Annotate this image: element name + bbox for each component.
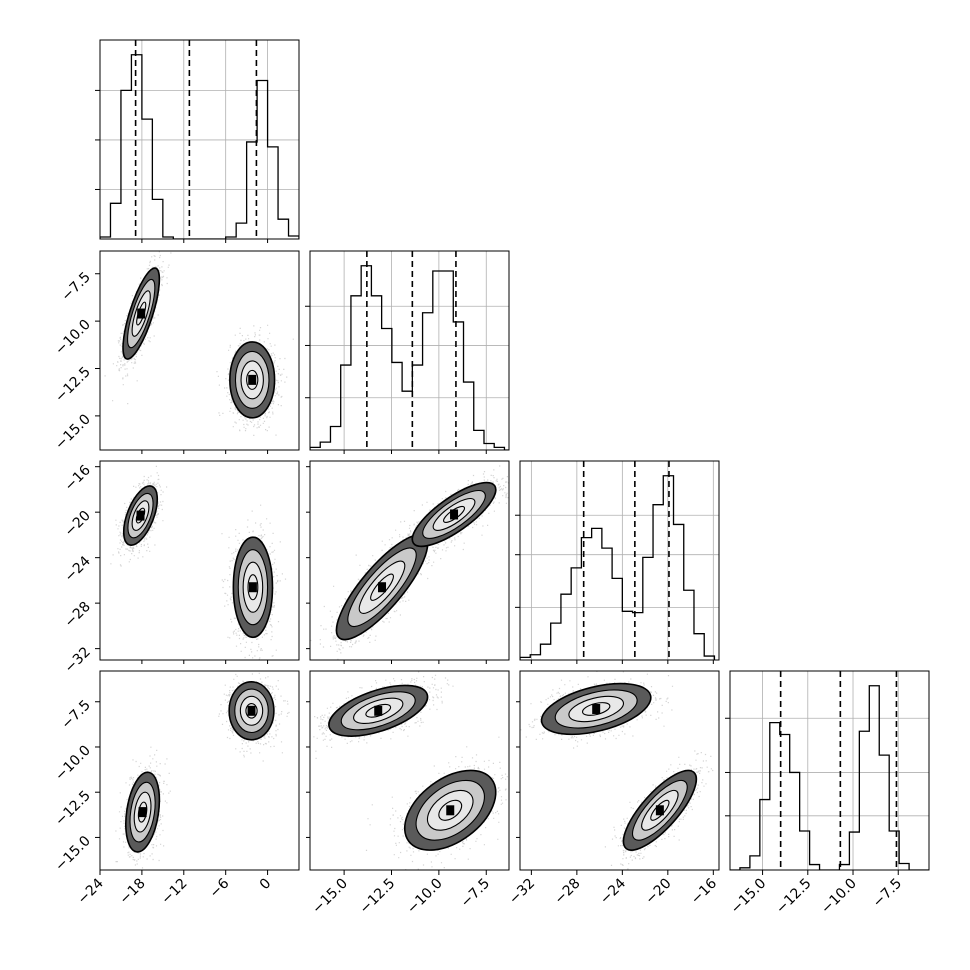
scatter-content <box>115 671 290 869</box>
y-tick-label: −15.0 <box>52 411 94 453</box>
histogram-step-line <box>520 475 716 660</box>
histogram-panel-3 <box>725 671 929 870</box>
histogram-frame <box>309 250 510 451</box>
histogram-frame <box>99 39 300 240</box>
x-tick-label: −7.5 <box>458 876 493 911</box>
scatter-frame <box>99 460 300 661</box>
scatter-panel-1-3 <box>313 671 508 870</box>
scatter-content <box>110 465 287 660</box>
histogram-frame <box>729 670 930 871</box>
histogram-panel-0 <box>95 40 299 239</box>
density-peak <box>446 805 455 816</box>
y-tick-label: −10.0 <box>52 317 94 359</box>
x-tick-label: −10.0 <box>818 876 860 918</box>
density-peak <box>655 805 664 816</box>
y-tick-label: −15.0 <box>52 833 94 875</box>
density-peak <box>247 705 256 716</box>
x-tick-label: −20 <box>642 876 674 908</box>
x-tick-label: −7.5 <box>870 876 905 911</box>
histogram-panel-2 <box>515 461 719 660</box>
x-tick-label: −12 <box>158 876 190 908</box>
x-tick-label: −18 <box>117 876 149 908</box>
x-tick-label: −12.5 <box>773 876 815 918</box>
scatter-content <box>104 251 294 436</box>
y-tick-label: −10.0 <box>52 742 94 784</box>
scatter-frame <box>99 670 300 871</box>
scatter-panel-0-3 <box>115 671 290 869</box>
y-tick-label: −28 <box>62 599 94 631</box>
histogram-step-line <box>310 265 509 450</box>
y-tick-label: −32 <box>62 644 94 676</box>
scatter-frame <box>309 460 510 661</box>
density-peak <box>248 374 257 385</box>
y-tick-label: −7.5 <box>58 269 93 304</box>
density-peak <box>136 510 145 521</box>
density-peak <box>592 703 601 714</box>
x-tick-label: −15.0 <box>728 876 770 918</box>
y-tick-label: −16 <box>62 462 94 494</box>
scatter-panel-0-1 <box>104 251 294 436</box>
scatter-frame <box>99 250 300 451</box>
scatter-frame <box>519 670 720 871</box>
density-peak <box>248 582 257 593</box>
histogram-step-line <box>100 54 299 239</box>
y-tick-label: −24 <box>62 553 94 585</box>
scatter-panel-2-3 <box>520 671 714 870</box>
density-peak <box>450 509 459 520</box>
density-peak <box>137 308 146 319</box>
y-tick-label: −12.5 <box>52 364 94 406</box>
x-tick-label: −28 <box>551 876 583 908</box>
density-peak <box>374 705 383 716</box>
scatter-content <box>313 671 508 870</box>
x-tick-label: −15.0 <box>309 876 351 918</box>
scatter-frame <box>309 670 510 871</box>
scatter-content <box>520 671 714 870</box>
y-tick-label: −12.5 <box>52 788 94 830</box>
histogram-frame <box>519 460 720 661</box>
x-tick-label: −24 <box>75 875 107 907</box>
scatter-panel-0-2 <box>110 465 287 660</box>
x-tick-label: −24 <box>597 875 629 907</box>
x-tick-label: −12.5 <box>357 876 399 918</box>
x-tick-label: −16 <box>688 875 720 907</box>
scatter-content <box>310 465 509 660</box>
density-peak <box>378 582 387 593</box>
x-tick-label: −32 <box>506 876 538 908</box>
y-tick-label: −20 <box>62 508 94 540</box>
scatter-panel-1-2 <box>310 465 509 660</box>
x-tick-label: −6 <box>207 875 233 901</box>
histogram-step-line <box>730 685 929 870</box>
y-tick-label: −7.5 <box>58 697 93 732</box>
x-tick-label: 0 <box>257 876 275 894</box>
histogram-panel-1 <box>305 251 509 450</box>
x-tick-label: −10.0 <box>404 876 446 918</box>
density-peak <box>138 807 147 818</box>
